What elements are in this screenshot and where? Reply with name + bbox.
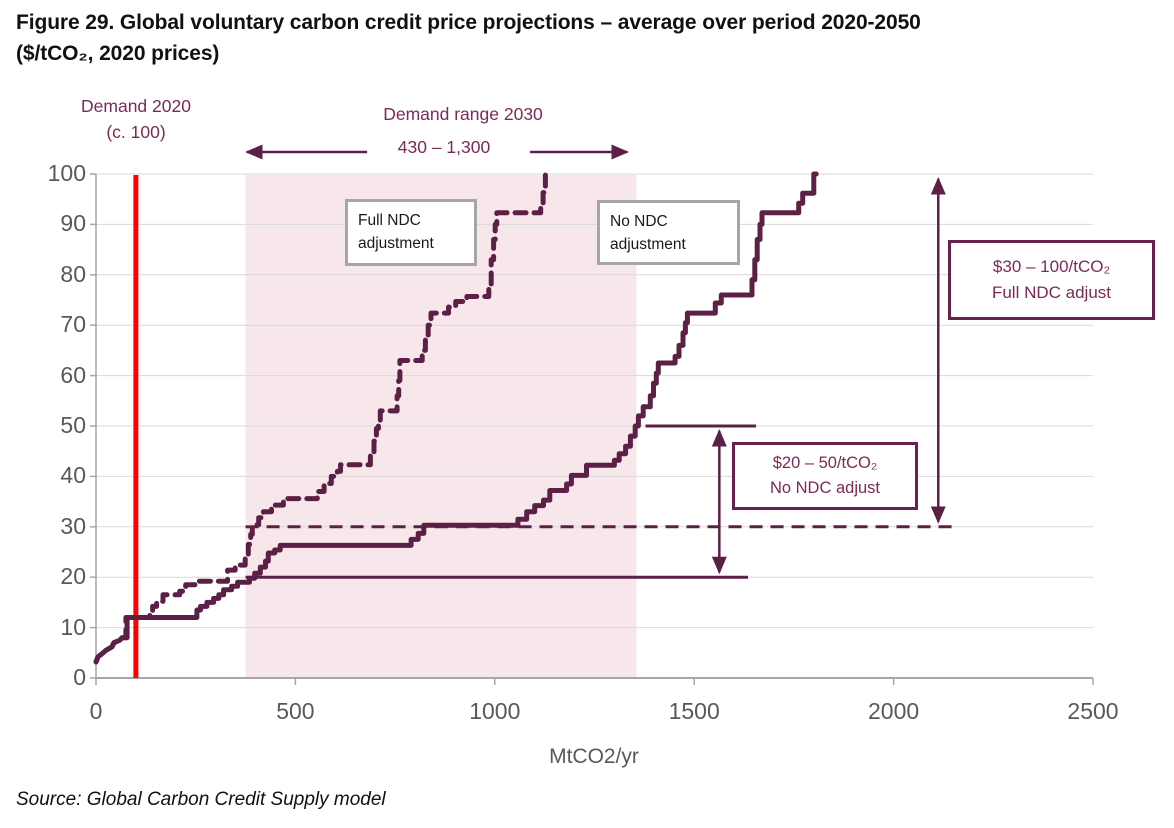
full-ndc-price-range-values: $30 – 100/tCO₂ [992, 257, 1111, 276]
full-ndc-price-range-caption: Full NDC adjust [991, 283, 1112, 302]
y-tick-label-20: 20 [60, 563, 86, 590]
y-tick-label-90: 90 [60, 210, 86, 237]
full-ndc-price-range-box: $30 – 100/tCO₂ Full NDC adjust [948, 240, 1155, 320]
no-ndc-curve [93, 171, 819, 665]
y-tick-label-80: 80 [60, 260, 86, 287]
demand-range-2030-values: 430 – 1,300 [397, 137, 491, 157]
x-tick-label-2000: 2000 [868, 698, 920, 724]
y-tick-label-50: 50 [60, 412, 86, 438]
no-ndc-price-range-caption: No NDC adjust [769, 479, 881, 497]
no-ndc-price-range-values: $20 – 50/tCO₂ [772, 454, 878, 472]
full-ndc-series-box: Full NDC adjustment [345, 199, 477, 266]
full-ndc-series-label-line1: Full NDC [358, 212, 421, 229]
x-tick-label-0: 0 [89, 698, 103, 724]
x-tick-label-1500: 1500 [668, 698, 720, 724]
x-tick-label-1000: 1000 [469, 698, 521, 724]
no-ndc-series-label-line2: adjustment [610, 236, 686, 253]
y-tick-label-0: 0 [73, 664, 86, 690]
figure-title-line1: Figure 29. Global voluntary carbon credi… [16, 11, 921, 34]
no-ndc-series-box: No NDC adjustment [597, 200, 740, 265]
no-ndc-series-label-line1: No NDC [610, 213, 668, 230]
y-tick-label-100: 100 [47, 160, 86, 186]
full-ndc-curve [93, 171, 550, 665]
y-tick-label-70: 70 [60, 311, 86, 338]
y-tick-label-30: 30 [60, 512, 86, 539]
x-tick-label-2500: 2500 [1067, 698, 1119, 724]
source-note: Source: Global Carbon Credit Supply mode… [16, 789, 386, 810]
full-ndc-series-label-line2: adjustment [358, 235, 434, 252]
demand-2020-sublabel: (c. 100) [106, 122, 166, 142]
no-ndc-price-range-box: $20 – 50/tCO₂ No NDC adjust [732, 442, 918, 510]
x-tick-label-500: 500 [276, 698, 315, 724]
y-tick-label-10: 10 [60, 613, 86, 640]
y-tick-label-60: 60 [60, 361, 86, 388]
x-axis-unit-label: MtCO2/yr [549, 745, 639, 768]
figure-title-line2: ($/tCO₂, 2020 prices) [16, 42, 220, 65]
demand-range-2030-label: Demand range 2030 [383, 104, 543, 124]
y-tick-label-40: 40 [60, 462, 86, 489]
demand-2020-label: Demand 2020 [81, 96, 191, 116]
